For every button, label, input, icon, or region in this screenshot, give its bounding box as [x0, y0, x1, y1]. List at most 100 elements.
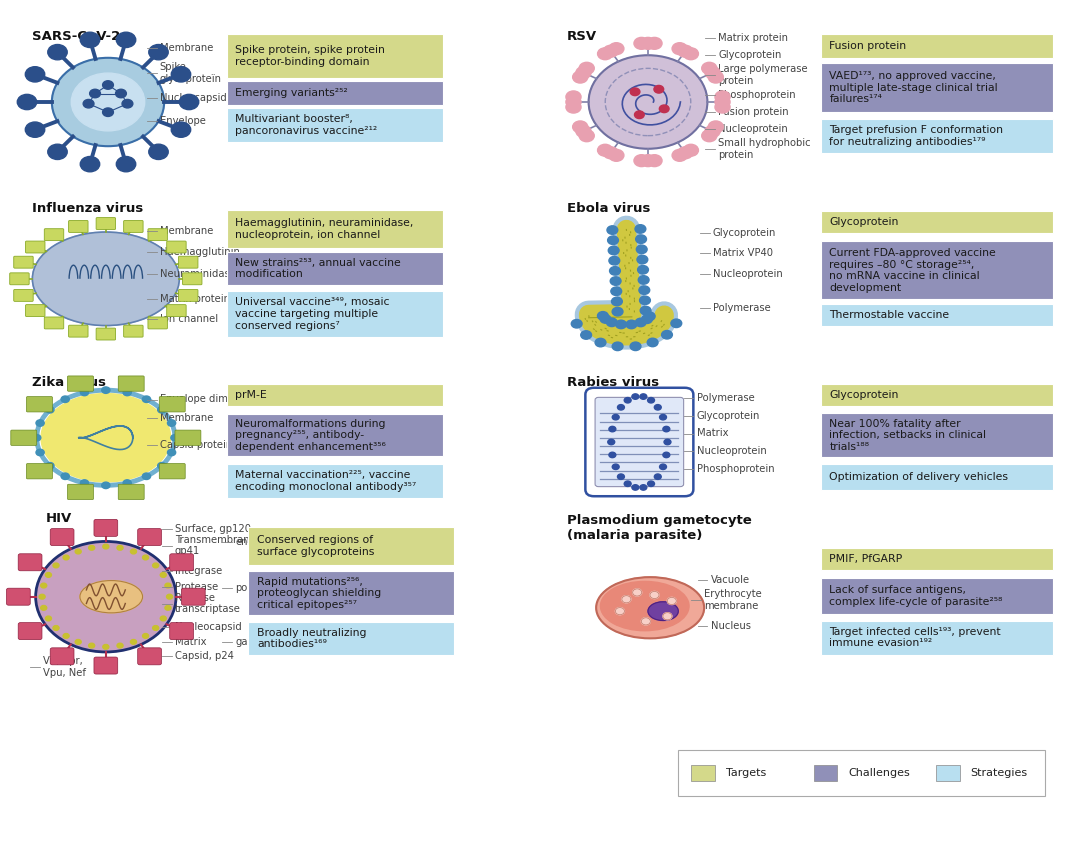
Circle shape — [635, 318, 646, 326]
Circle shape — [632, 484, 638, 490]
FancyBboxPatch shape — [821, 578, 1053, 614]
FancyBboxPatch shape — [11, 430, 37, 445]
FancyBboxPatch shape — [118, 484, 144, 500]
Circle shape — [48, 44, 67, 60]
Circle shape — [103, 544, 109, 549]
FancyBboxPatch shape — [44, 317, 64, 329]
FancyBboxPatch shape — [148, 317, 167, 329]
Circle shape — [579, 62, 594, 74]
Circle shape — [122, 99, 133, 108]
Text: Challenges: Challenges — [848, 768, 910, 778]
Circle shape — [589, 55, 707, 149]
Circle shape — [53, 626, 59, 631]
Circle shape — [639, 286, 650, 294]
FancyBboxPatch shape — [227, 252, 443, 285]
Circle shape — [648, 398, 654, 403]
Text: Large polymerase
protein: Large polymerase protein — [718, 64, 808, 86]
FancyBboxPatch shape — [96, 218, 116, 230]
Text: Small hydrophobic
protein: Small hydrophobic protein — [718, 138, 811, 160]
Text: Matrix protein: Matrix protein — [160, 294, 230, 304]
FancyBboxPatch shape — [170, 554, 193, 571]
Circle shape — [53, 563, 59, 568]
Circle shape — [36, 420, 44, 426]
Circle shape — [158, 462, 166, 469]
Circle shape — [572, 121, 588, 133]
FancyBboxPatch shape — [227, 81, 443, 105]
Circle shape — [648, 481, 654, 486]
Circle shape — [102, 387, 110, 394]
Circle shape — [90, 89, 100, 98]
Text: pol: pol — [235, 583, 251, 593]
Circle shape — [103, 644, 109, 649]
FancyBboxPatch shape — [181, 588, 205, 605]
Circle shape — [647, 338, 658, 347]
FancyBboxPatch shape — [18, 622, 42, 640]
Circle shape — [639, 296, 650, 304]
Circle shape — [172, 66, 191, 82]
Text: Protease: Protease — [175, 581, 218, 592]
Circle shape — [622, 596, 631, 603]
FancyBboxPatch shape — [14, 290, 33, 302]
Text: Nucleocapsid: Nucleocapsid — [160, 93, 227, 103]
Text: Vacuole: Vacuole — [711, 575, 750, 585]
Circle shape — [41, 583, 46, 588]
FancyBboxPatch shape — [69, 326, 89, 337]
Circle shape — [607, 226, 618, 235]
Text: Phosphoprotein: Phosphoprotein — [697, 464, 774, 474]
FancyBboxPatch shape — [166, 241, 186, 253]
Circle shape — [45, 462, 54, 469]
FancyBboxPatch shape — [178, 256, 198, 268]
Text: PMIF, PfGARP: PMIF, PfGARP — [829, 554, 903, 564]
Circle shape — [609, 452, 616, 457]
Text: Integrase: Integrase — [175, 566, 222, 576]
Circle shape — [608, 246, 619, 255]
Text: Matrix: Matrix — [175, 637, 206, 647]
Circle shape — [566, 101, 581, 113]
Circle shape — [143, 555, 149, 560]
Circle shape — [634, 155, 649, 167]
FancyBboxPatch shape — [821, 34, 1053, 58]
Circle shape — [705, 67, 720, 79]
Circle shape — [131, 639, 136, 644]
Text: Erythrocyte
membrane: Erythrocyte membrane — [704, 589, 761, 611]
Text: Capsid, p24: Capsid, p24 — [175, 651, 234, 661]
Text: Target infected cells¹⁹³, prevent
immune evasion¹⁹²: Target infected cells¹⁹³, prevent immune… — [829, 626, 1001, 649]
FancyBboxPatch shape — [227, 384, 443, 406]
Circle shape — [571, 320, 582, 328]
Circle shape — [45, 406, 54, 413]
Circle shape — [36, 450, 44, 456]
Circle shape — [659, 105, 670, 113]
Text: Membrane: Membrane — [160, 43, 213, 54]
FancyBboxPatch shape — [26, 241, 45, 253]
Circle shape — [678, 147, 693, 159]
Text: prM-E: prM-E — [235, 390, 267, 400]
Text: Glycoprotein: Glycoprotein — [829, 217, 899, 227]
Circle shape — [165, 605, 171, 610]
Text: Envelope: Envelope — [160, 116, 205, 126]
Circle shape — [572, 71, 588, 83]
Circle shape — [83, 99, 94, 108]
Ellipse shape — [600, 581, 689, 631]
Circle shape — [167, 420, 176, 426]
FancyBboxPatch shape — [50, 648, 73, 665]
Circle shape — [632, 394, 638, 399]
Circle shape — [117, 546, 123, 550]
FancyBboxPatch shape — [18, 554, 42, 571]
Text: Lack of surface antigens,
complex life-cycle of parasite²⁵⁸: Lack of surface antigens, complex life-c… — [829, 585, 1003, 607]
Circle shape — [117, 643, 123, 648]
Text: Envelope dimer: Envelope dimer — [160, 394, 238, 405]
Ellipse shape — [648, 602, 678, 620]
Text: Spike
glycoproteïn: Spike glycoproteïn — [160, 62, 221, 84]
Text: Nucleoprotein: Nucleoprotein — [697, 446, 767, 456]
Circle shape — [160, 573, 166, 577]
Text: Conserved regions of
surface glycoproteins: Conserved regions of surface glycoprotei… — [257, 536, 375, 557]
Circle shape — [647, 155, 662, 167]
FancyBboxPatch shape — [26, 304, 45, 316]
Circle shape — [25, 66, 44, 82]
Circle shape — [62, 396, 69, 402]
Text: Glycoprotein: Glycoprotein — [718, 50, 782, 60]
Ellipse shape — [80, 581, 143, 613]
Circle shape — [581, 331, 592, 339]
Text: Polymerase: Polymerase — [713, 303, 770, 313]
FancyBboxPatch shape — [227, 210, 443, 248]
